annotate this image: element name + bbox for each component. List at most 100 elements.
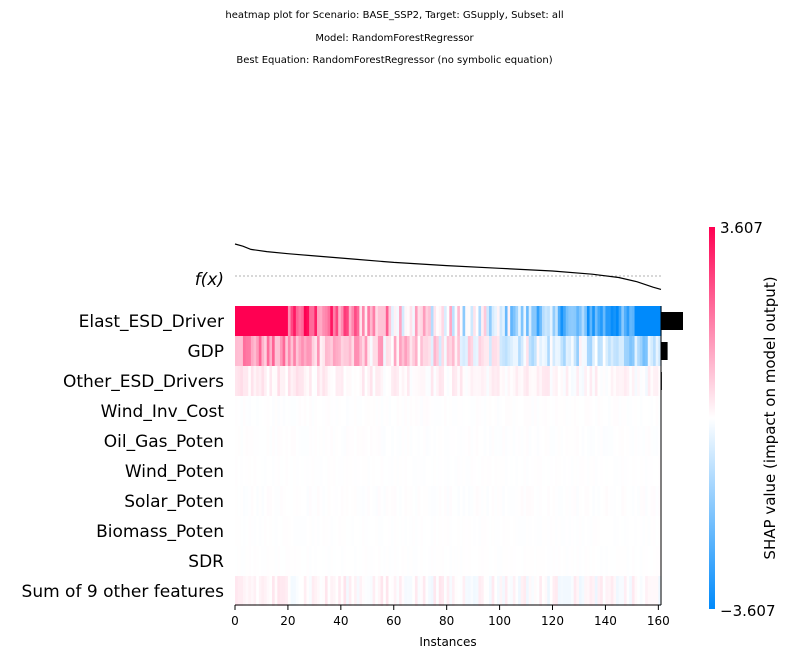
heatmap-cell	[375, 426, 379, 456]
heatmap-cell	[512, 516, 517, 546]
heatmap-cell	[414, 366, 419, 396]
heatmap-cell	[478, 306, 482, 336]
heatmap-cell	[626, 336, 630, 366]
heatmap-cell	[634, 306, 638, 336]
heatmap-cell	[237, 516, 241, 546]
heatmap-cell	[406, 306, 411, 336]
heatmap-cell	[499, 366, 503, 396]
x-axis-ticks: 0 20 40 60 80 100 120 140 160	[231, 605, 670, 628]
heatmap-cell	[465, 366, 469, 396]
heatmap-cell	[565, 486, 569, 516]
heatmap-cell	[467, 366, 472, 396]
heatmap-cell	[541, 426, 546, 456]
heatmap-cell	[343, 456, 347, 486]
heatmap-cell	[420, 456, 424, 486]
heatmap-cell	[552, 396, 556, 426]
heatmap-cell	[309, 546, 313, 576]
feature-label: Wind_Poten	[125, 462, 224, 482]
heatmap-cell	[499, 336, 503, 366]
heatmap-cell	[417, 396, 421, 426]
heatmap-cell	[560, 336, 564, 366]
heatmap-cell	[565, 516, 569, 546]
heatmap-cell	[473, 396, 477, 426]
heatmap-cell	[549, 456, 554, 486]
heatmap-cell	[478, 336, 482, 366]
heatmap-cell	[441, 456, 445, 486]
heatmap-cell	[436, 546, 440, 576]
heatmap-cell	[264, 546, 268, 576]
heatmap-cell	[287, 516, 292, 546]
heatmap-cell	[311, 456, 315, 486]
heatmap-cell	[637, 336, 641, 366]
heatmap-cell	[528, 336, 532, 366]
heatmap-cell	[586, 426, 591, 456]
heatmap-cell	[348, 576, 353, 606]
heatmap-cell	[653, 396, 657, 426]
heatmap-cell	[412, 516, 416, 546]
heatmap-cell	[547, 336, 551, 366]
heatmap-cell	[293, 396, 297, 426]
heatmap-cell	[462, 516, 466, 546]
heatmap-cell	[491, 546, 495, 576]
heatmap-cell	[597, 336, 601, 366]
heatmap-cell	[451, 366, 456, 396]
heatmap-cell	[631, 456, 636, 486]
heatmap-cell	[544, 306, 548, 336]
heatmap-cell	[618, 426, 622, 456]
heatmap-cell	[324, 396, 329, 426]
heatmap-cell	[253, 516, 257, 546]
heatmap-cell	[409, 546, 413, 576]
heatmap-cell	[332, 546, 337, 576]
heatmap-cell	[547, 366, 551, 396]
heatmap-cell	[449, 426, 453, 456]
heatmap-cell	[242, 336, 247, 366]
heatmap-cell	[309, 456, 313, 486]
heatmap-cell	[512, 546, 517, 576]
heatmap-cell	[496, 576, 501, 606]
heatmap-cell	[343, 546, 347, 576]
heatmap-cell	[253, 546, 257, 576]
heatmap-cell	[266, 426, 270, 456]
colorbar-min-label: −3.607	[720, 602, 776, 620]
x-tick-label: 0	[231, 614, 239, 628]
heatmap-cell	[351, 426, 355, 456]
heatmap-cell	[478, 546, 482, 576]
heatmap-cell	[285, 486, 289, 516]
heatmap-cell	[306, 486, 310, 516]
heatmap-cell	[536, 456, 540, 486]
heatmap-cell	[406, 336, 411, 366]
heatmap-cell	[330, 546, 334, 576]
heatmap-cell	[584, 336, 588, 366]
heatmap-cell	[290, 336, 294, 366]
heatmap-cell	[544, 366, 548, 396]
heatmap-cell	[563, 456, 567, 486]
heatmap-cell	[462, 426, 466, 456]
heatmap-cell	[531, 546, 535, 576]
heatmap-cell	[594, 336, 599, 366]
heatmap-cell	[258, 366, 263, 396]
heatmap-cell	[541, 396, 546, 426]
heatmap-cell	[348, 426, 353, 456]
heatmap-cell	[436, 426, 440, 456]
heatmap-cell	[571, 426, 575, 456]
heatmap-cell	[274, 486, 278, 516]
heatmap-cell	[430, 456, 435, 486]
heatmap-cell	[311, 516, 315, 546]
heatmap-cell	[287, 576, 292, 606]
heatmap-cell	[623, 396, 628, 426]
heatmap-cell	[602, 366, 607, 396]
heatmap-cell	[578, 516, 583, 546]
heatmap-cell	[573, 426, 577, 456]
heatmap-cell	[343, 306, 347, 336]
heatmap-cell	[322, 336, 326, 366]
heatmap-cell	[332, 336, 337, 366]
heatmap-cell	[557, 366, 562, 396]
heatmap-cell	[256, 546, 260, 576]
heatmap-cell	[470, 546, 474, 576]
heatmap-cell	[422, 396, 427, 426]
heatmap-cell	[605, 336, 609, 366]
heatmap-cell	[356, 516, 360, 546]
heatmap-cell	[594, 426, 599, 456]
heatmap-cell	[404, 576, 408, 606]
heatmap-cell	[526, 546, 530, 576]
